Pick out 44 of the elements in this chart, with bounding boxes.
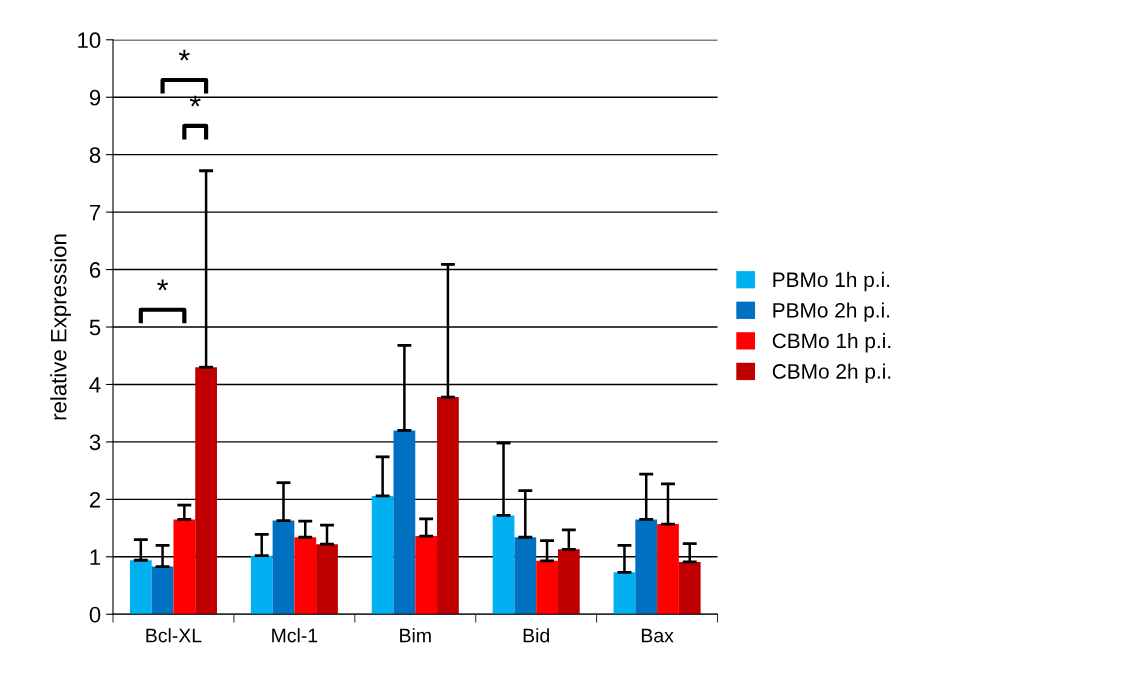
x-tick-label: Bax bbox=[641, 628, 674, 643]
legend-label: CBMo 2h p.i. bbox=[772, 363, 891, 383]
y-tick-label: 0 bbox=[89, 606, 101, 623]
y-tick-label: 9 bbox=[89, 89, 101, 106]
annotation: * bbox=[189, 95, 201, 107]
x-tick-label: Bcl-XL bbox=[146, 628, 202, 643]
bar bbox=[415, 536, 438, 615]
y-tick-label: 5 bbox=[89, 319, 101, 336]
y-tick-label: 7 bbox=[89, 204, 101, 221]
y-tick-label: 1 bbox=[90, 549, 101, 565]
x-tick-label: Mcl-1 bbox=[272, 628, 318, 643]
annotation: * bbox=[157, 279, 169, 291]
bar bbox=[195, 367, 217, 615]
bar bbox=[613, 572, 636, 615]
x-tick-label: Bid bbox=[523, 628, 549, 643]
bar bbox=[437, 397, 459, 615]
bar bbox=[657, 524, 679, 615]
bar bbox=[492, 515, 515, 615]
y-tick-label: 8 bbox=[89, 147, 101, 163]
x-tick-label: Bim bbox=[400, 628, 431, 643]
annotation: * bbox=[178, 49, 190, 61]
y-tick-label: 4 bbox=[89, 377, 101, 393]
y-tick-label: 10 bbox=[78, 32, 101, 49]
bar bbox=[393, 430, 416, 615]
bar bbox=[536, 560, 558, 615]
y-axis-title: relative Expression bbox=[50, 234, 71, 420]
bar bbox=[678, 561, 701, 615]
bar bbox=[635, 519, 658, 615]
legend-label: PBMo 1h p.i. bbox=[773, 271, 890, 292]
bar bbox=[514, 537, 537, 615]
y-tick-label: 6 bbox=[89, 262, 101, 278]
bar bbox=[173, 519, 196, 615]
bar bbox=[129, 560, 152, 615]
y-tick-label: 2 bbox=[89, 491, 101, 508]
bar bbox=[557, 549, 580, 615]
bar bbox=[294, 537, 317, 615]
bar bbox=[316, 544, 338, 615]
bar bbox=[250, 555, 273, 615]
y-tick-label: 3 bbox=[89, 434, 101, 451]
legend-label: CBMo 1h p.i. bbox=[772, 332, 891, 353]
bar bbox=[272, 520, 295, 615]
legend-label: PBMo 2h p.i. bbox=[773, 302, 890, 322]
bar bbox=[371, 495, 394, 615]
bar bbox=[151, 566, 174, 615]
